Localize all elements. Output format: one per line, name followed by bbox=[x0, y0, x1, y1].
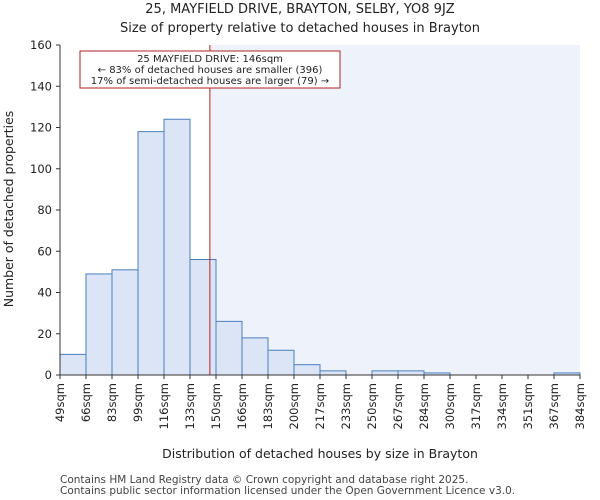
annotation-box: 25 MAYFIELD DRIVE: 146sqm ← 83% of detac… bbox=[79, 50, 341, 89]
bar bbox=[163, 118, 191, 376]
highlight-region bbox=[209, 45, 580, 375]
x-tick-label: 200sqm bbox=[287, 383, 301, 429]
x-tick-label: 83sqm bbox=[105, 383, 119, 422]
x-tick-label: 66sqm bbox=[79, 383, 93, 422]
bar bbox=[371, 370, 399, 376]
y-axis-label: Number of detached properties bbox=[1, 111, 16, 308]
x-tick-label: 99sqm bbox=[131, 383, 145, 422]
y-tick-label: 60 bbox=[37, 244, 52, 258]
chart-title: 25, MAYFIELD DRIVE, BRAYTON, SELBY, YO8 … bbox=[145, 2, 455, 17]
bar bbox=[241, 337, 269, 376]
bar bbox=[267, 349, 295, 376]
chart-subtitle: Size of property relative to detached ho… bbox=[120, 21, 480, 36]
x-tick-label: 166sqm bbox=[235, 383, 249, 429]
x-tick-label: 284sqm bbox=[417, 383, 431, 429]
x-tick-label: 116sqm bbox=[157, 383, 171, 429]
y-tick-label: 100 bbox=[30, 162, 52, 176]
x-tick-label: 150sqm bbox=[209, 383, 223, 429]
x-tick-label: 250sqm bbox=[365, 383, 379, 429]
y-tick-label: 160 bbox=[30, 38, 52, 52]
x-tick-label: 267sqm bbox=[391, 383, 405, 429]
bar bbox=[215, 320, 243, 376]
bar bbox=[293, 364, 321, 376]
footer-line-2: Contains public sector information licen… bbox=[60, 485, 515, 497]
annotation-frame bbox=[79, 50, 341, 89]
bar bbox=[189, 259, 217, 376]
footer-line-1: Contains HM Land Registry data © Crown c… bbox=[60, 474, 468, 486]
plot-area: 0 20 40 60 80 100 120 140 160 49sqm 66sqm 83sqm 99sq… bbox=[30, 38, 587, 429]
y-tick-label: 0 bbox=[45, 368, 52, 382]
bar bbox=[397, 370, 425, 376]
x-axis-label: Distribution of detached houses by size … bbox=[162, 446, 478, 461]
x-tick-label: 133sqm bbox=[183, 383, 197, 429]
y-tick-label: 20 bbox=[37, 327, 52, 341]
annotation-line-1: 25 MAYFIELD DRIVE: 146sqm bbox=[137, 54, 283, 65]
y-tick-label: 120 bbox=[30, 121, 52, 135]
x-tick-label: 384sqm bbox=[573, 383, 587, 429]
x-tick-label: 351sqm bbox=[521, 383, 535, 429]
x-tick-label: 334sqm bbox=[495, 383, 509, 429]
y-tick-label: 80 bbox=[37, 203, 52, 217]
x-tick-label: 367sqm bbox=[547, 383, 561, 429]
x-tick-label: 317sqm bbox=[469, 383, 483, 429]
x-tick-label: 183sqm bbox=[261, 383, 275, 429]
annotation-line-2: ← 83% of detached houses are smaller (39… bbox=[98, 65, 323, 76]
x-tick-label: 217sqm bbox=[313, 383, 327, 429]
bar bbox=[59, 353, 87, 376]
bar bbox=[137, 131, 165, 376]
annotation-line-3: 17% of semi-detached houses are larger (… bbox=[91, 76, 329, 87]
y-tick-label: 140 bbox=[30, 79, 52, 93]
bar bbox=[111, 269, 139, 376]
x-tick-label: 300sqm bbox=[443, 383, 457, 429]
bar bbox=[319, 370, 347, 376]
y-tick-label: 40 bbox=[37, 286, 52, 300]
x-tick-label: 233sqm bbox=[339, 383, 353, 429]
x-tick-label: 49sqm bbox=[53, 383, 67, 422]
bar bbox=[85, 273, 113, 376]
